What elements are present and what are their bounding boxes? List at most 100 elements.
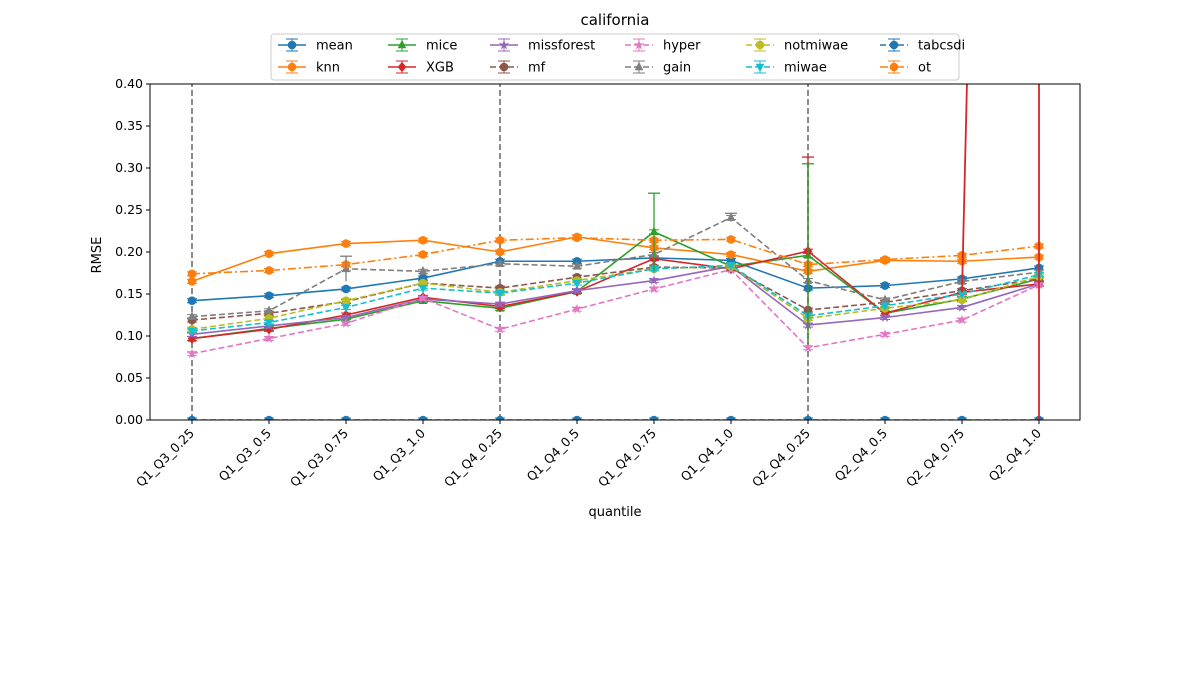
data-point-tabcsdi-Q2_Q4_0.75 — [957, 415, 967, 420]
legend-marker-ot — [889, 62, 899, 72]
data-point-mean-Q1_Q3_0.5 — [264, 291, 274, 300]
y-tick-label: 0.20 — [115, 244, 143, 259]
legend-label-hyper: hyper — [663, 39, 701, 54]
data-point-missforest-Q1_Q4_0.25 — [494, 298, 506, 309]
legend-label-gain: gain — [663, 61, 691, 76]
data-point-miwae-Q1_Q3_1.0 — [418, 284, 428, 294]
data-point-ot-Q1_Q4_0.25 — [495, 235, 505, 245]
legend-marker-knn — [287, 62, 297, 72]
data-point-missforest-Q1_Q4_0.5 — [571, 285, 583, 296]
data-point-ot-Q2_Q4_0.5 — [880, 255, 890, 264]
series-line-hyper — [191, 268, 1040, 355]
data-point-knn-Q1_Q3_0.5 — [264, 249, 274, 258]
legend-frame — [270, 33, 960, 81]
data-point-hyper-Q2_Q4_0.5 — [879, 328, 891, 339]
data-point-ot-Q1_Q3_1.0 — [418, 250, 428, 259]
data-point-hyper-Q1_Q3_0.5 — [263, 333, 275, 343]
data-point-knn-Q1_Q3_1.0 — [418, 235, 428, 245]
data-point-hyper-Q1_Q4_0.5 — [571, 303, 583, 314]
legend-entry-hyper: hyper — [625, 38, 701, 54]
data-point-missforest-Q1_Q4_0.75 — [648, 275, 660, 286]
legend-entry-notmiwae: notmiwae — [746, 38, 848, 54]
legend-entry-miwae: miwae — [746, 60, 827, 76]
legend-entry-ot: ot — [880, 60, 931, 76]
data-point-tabcsdi-Q1_Q3_1.0 — [418, 415, 428, 420]
legend-marker-missforest — [498, 39, 510, 50]
legend-marker-notmiwae — [755, 40, 765, 50]
legend-marker-tabcsdi — [889, 40, 899, 50]
y-tick-label: 0.30 — [115, 160, 143, 175]
legend-marker-mf — [499, 62, 509, 72]
y-tick-label: 0.35 — [115, 118, 143, 133]
plot-content — [186, 84, 1045, 420]
data-point-knn-Q1_Q3_0.25 — [187, 277, 197, 286]
series-line-notmiwae — [191, 265, 1040, 331]
legend-label-tabcsdi: tabcsdi — [918, 39, 965, 54]
spike-line-XGB — [961, 84, 968, 293]
data-point-miwae-Q1_Q4_0.5 — [572, 279, 582, 289]
data-point-notmiwae-Q2_Q4_0.75 — [957, 295, 967, 305]
data-point-missforest-Q2_Q4_0.75 — [956, 301, 968, 312]
y-tick-label: 0.05 — [115, 370, 143, 385]
y-tick-label: 0.40 — [115, 76, 143, 91]
data-point-tabcsdi-Q1_Q4_0.25 — [495, 415, 505, 420]
data-point-hyper-Q2_Q4_0.25 — [802, 342, 814, 353]
legend-entry-gain: gain — [625, 60, 691, 76]
data-point-tabcsdi-Q1_Q3_0.25 — [187, 415, 197, 420]
legend-label-mf: mf — [528, 61, 546, 76]
series-tabcsdi — [187, 415, 1044, 420]
y-tick-label: 0.25 — [115, 202, 143, 217]
legend-entry-mice: mice — [388, 38, 457, 54]
legend-label-miwae: miwae — [784, 61, 827, 76]
data-point-miwae-Q1_Q4_1.0 — [726, 262, 736, 271]
y-tick-label: 0.10 — [115, 328, 143, 343]
data-point-ot-Q1_Q4_0.5 — [572, 233, 582, 243]
data-point-miwae-Q1_Q4_0.25 — [495, 289, 505, 299]
x-axis-label: quantile — [588, 505, 641, 520]
data-point-gain-Q1_Q4_0.25 — [495, 258, 505, 268]
legend-label-notmiwae: notmiwae — [784, 39, 848, 54]
data-point-miwae-Q1_Q3_0.75 — [341, 304, 351, 313]
data-point-gain-Q2_Q4_0.5 — [880, 294, 890, 304]
legend-label-ot: ot — [918, 61, 931, 76]
data-point-mean-Q2_Q4_0.5 — [880, 281, 890, 290]
data-point-miwae-Q1_Q3_0.5 — [264, 319, 274, 328]
data-point-gain-Q1_Q4_0.5 — [572, 260, 582, 270]
plot-background — [150, 84, 1080, 420]
legend-entry-mf: mf — [490, 60, 546, 76]
legend-label-missforest: missforest — [528, 39, 595, 54]
chart-title: california — [580, 11, 649, 29]
data-point-knn-Q1_Q3_0.75 — [341, 239, 351, 248]
data-point-knn-Q1_Q4_0.25 — [495, 247, 505, 257]
data-point-miwae-Q2_Q4_0.75 — [957, 290, 967, 300]
legend-label-mice: mice — [426, 39, 457, 54]
series-line-mf — [191, 266, 1040, 321]
data-point-hyper-Q2_Q4_0.75 — [956, 314, 968, 325]
series-line-mice — [191, 230, 1040, 340]
y-tick-label: 0.00 — [115, 412, 143, 427]
data-point-hyper-Q1_Q4_0.75 — [648, 283, 660, 294]
legend-entry-knn: knn — [278, 60, 340, 76]
data-point-tabcsdi-Q2_Q4_0.5 — [880, 415, 890, 420]
data-point-tabcsdi-Q1_Q4_1.0 — [726, 415, 736, 420]
legend-marker-hyper — [633, 39, 645, 50]
legend-label-knn: knn — [316, 61, 340, 76]
data-point-tabcsdi-Q1_Q3_0.5 — [264, 415, 274, 420]
legend-marker-XGB — [397, 61, 407, 73]
data-point-ot-Q1_Q4_1.0 — [726, 235, 736, 244]
data-point-miwae-Q1_Q3_0.25 — [187, 327, 197, 337]
series-line-gain — [191, 216, 1040, 318]
y-axis-label: RMSE — [90, 237, 105, 274]
data-point-tabcsdi-Q1_Q3_0.75 — [341, 415, 351, 420]
legend-marker-mean — [287, 40, 297, 50]
series-line-XGB — [191, 250, 1040, 340]
data-point-tabcsdi-Q2_Q4_0.25 — [803, 415, 813, 420]
data-point-hyper-Q1_Q3_1.0 — [417, 292, 429, 303]
data-point-hyper-Q1_Q4_0.25 — [494, 323, 506, 334]
data-point-gain-Q1_Q3_0.5 — [264, 305, 274, 315]
legend-entry-tabcsdi: tabcsdi — [880, 38, 965, 54]
data-point-missforest-Q2_Q4_0.5 — [879, 312, 891, 322]
legend-entry-mean: mean — [278, 38, 353, 54]
data-point-miwae-Q2_Q4_0.5 — [880, 302, 890, 312]
data-point-ot-Q1_Q3_0.5 — [264, 266, 274, 275]
